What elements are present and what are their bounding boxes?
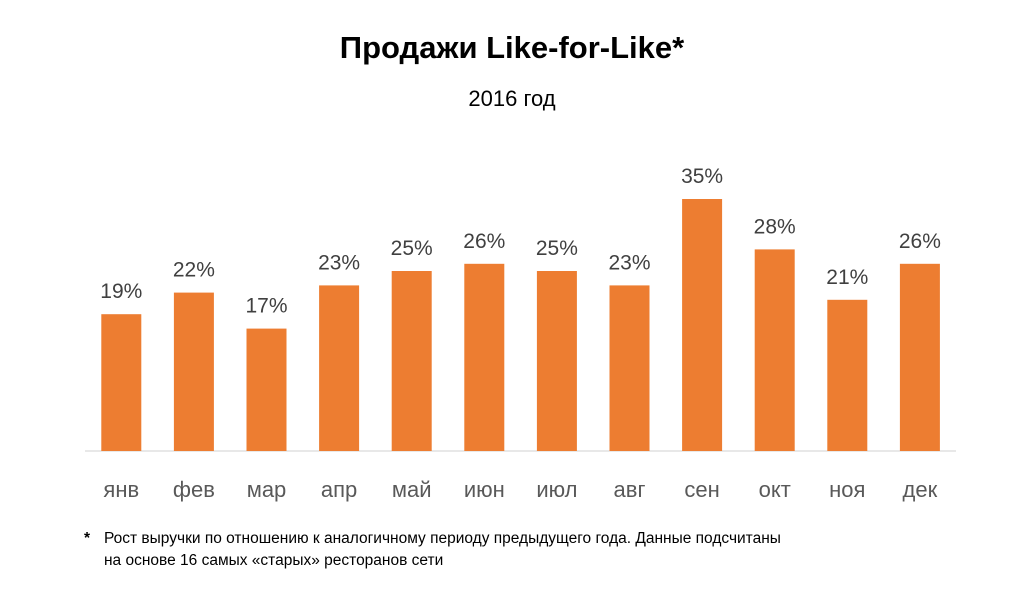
chart-subtitle: 2016 год xyxy=(468,86,556,111)
data-label: 25% xyxy=(536,237,578,260)
data-label: 26% xyxy=(463,230,505,253)
data-label: 35% xyxy=(681,165,723,188)
footnote-text: Рост выручки по отношению к аналогичному… xyxy=(104,530,781,569)
bar xyxy=(246,328,287,451)
data-label: 23% xyxy=(608,251,650,274)
footnote-marker: * xyxy=(84,530,91,547)
x-tick-label: авг xyxy=(614,477,646,502)
data-label: 26% xyxy=(899,230,941,253)
bar xyxy=(827,299,868,451)
x-tick-label: июн xyxy=(464,477,505,502)
x-tick-label: ноя xyxy=(829,477,865,502)
data-label: 28% xyxy=(754,215,796,238)
bar xyxy=(101,314,142,451)
x-tick-label: июл xyxy=(536,477,577,502)
data-label: 19% xyxy=(100,280,142,303)
bar xyxy=(391,271,432,451)
x-tick-label: сен xyxy=(684,477,719,502)
x-tick-label: фев xyxy=(173,477,215,502)
data-label: 22% xyxy=(173,259,215,282)
x-tick-label: апр xyxy=(321,477,357,502)
chart-title: Продажи Like-for-Like* xyxy=(339,30,685,65)
x-tick-label: мар xyxy=(247,477,287,502)
x-tick-label: дек xyxy=(903,477,938,502)
x-tick-label: янв xyxy=(103,477,139,502)
data-label: 23% xyxy=(318,251,360,274)
data-label: 21% xyxy=(826,266,868,289)
bar xyxy=(754,249,795,451)
bar xyxy=(899,263,940,451)
data-label: 25% xyxy=(391,237,433,260)
bar xyxy=(173,292,214,451)
bar xyxy=(319,285,360,451)
x-tick-label: май xyxy=(392,477,432,502)
footnote: * Рост выручки по отношению к аналогично… xyxy=(84,528,784,572)
bar-chart: 19% янв 22% фев 17% мар 23% апр 25% май 26% июн 25% и… xyxy=(85,165,956,502)
bar xyxy=(609,285,650,451)
x-tick-label: окт xyxy=(759,477,791,502)
bar xyxy=(464,263,505,451)
bar xyxy=(682,199,723,451)
bar xyxy=(536,271,577,451)
data-label: 17% xyxy=(245,295,287,318)
